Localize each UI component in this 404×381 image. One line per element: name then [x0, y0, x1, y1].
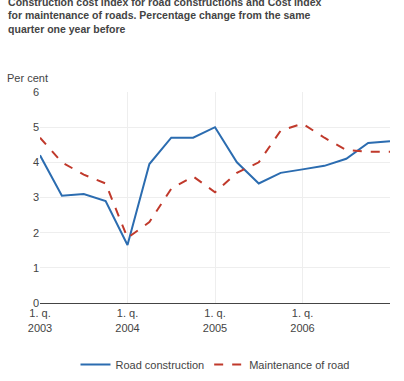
svg-text:6: 6 [33, 86, 39, 98]
svg-text:1. q.2006: 1. q.2006 [290, 307, 314, 333]
svg-text:Per cent: Per cent [7, 72, 48, 84]
svg-text:5: 5 [33, 121, 39, 133]
svg-text:3: 3 [33, 191, 39, 203]
svg-text:1: 1 [33, 262, 39, 274]
svg-text:1. q.2004: 1. q.2004 [115, 307, 139, 333]
svg-text:Road construction: Road construction [116, 359, 205, 371]
svg-text:Construction cost index for ro: Construction cost index for road constru… [8, 0, 321, 35]
svg-text:2: 2 [33, 227, 39, 239]
svg-text:4: 4 [33, 156, 39, 168]
svg-text:1. q.2003: 1. q.2003 [28, 307, 52, 333]
svg-text:Maintenance of road: Maintenance of road [249, 359, 349, 371]
svg-text:1. q.2005: 1. q.2005 [203, 307, 227, 333]
svg-text:0: 0 [33, 297, 39, 309]
